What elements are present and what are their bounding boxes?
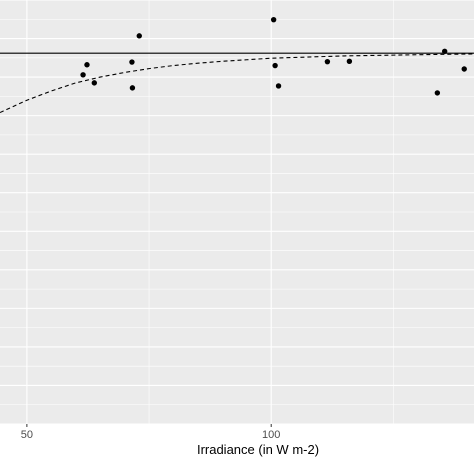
- data-point-12: [434, 90, 441, 96]
- fitted-curve: [0, 53, 474, 114]
- data-point-5: [129, 85, 136, 91]
- data-point-14: [461, 66, 467, 72]
- x-tick-label: 100: [262, 429, 280, 441]
- x-axis-ticks: 501001: [21, 424, 280, 441]
- x-tick-label: 50: [21, 429, 33, 441]
- grid-lines: [0, 0, 474, 425]
- data-point-11: [346, 58, 353, 64]
- data-point-7: [270, 16, 277, 23]
- data-point-9: [275, 83, 282, 89]
- data-point-1: [80, 72, 86, 78]
- data-point-10: [324, 58, 331, 65]
- data-point-3: [91, 80, 98, 86]
- data-point-4: [129, 59, 135, 65]
- x-axis-title: Irradiance (in W m-2): [197, 442, 319, 457]
- data-point-8: [272, 62, 278, 69]
- data-point-6: [136, 33, 142, 39]
- data-point-2: [84, 62, 90, 68]
- data-points: [80, 16, 467, 96]
- data-point-13: [441, 48, 448, 54]
